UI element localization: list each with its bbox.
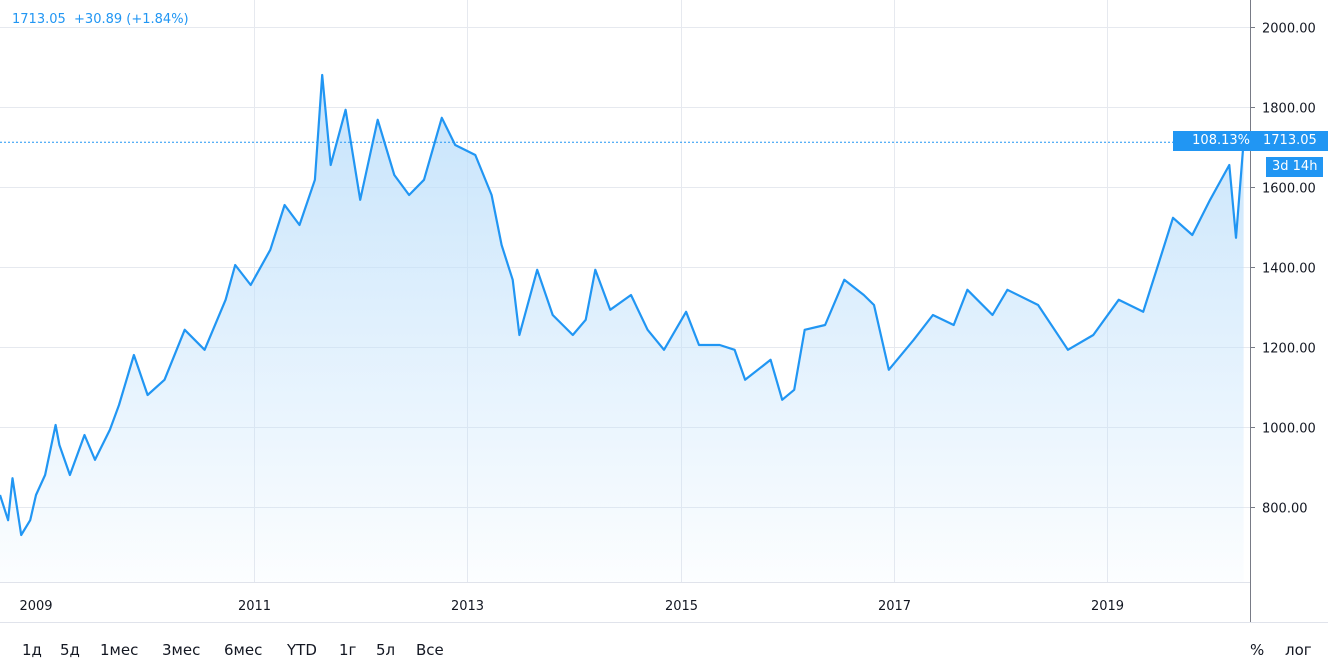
price-chart[interactable]: 800.00 1000.00 1200.00 1400.00 1600.00 1800.0… bbox=[0, 0, 1328, 622]
price-tag-value: 1713.05 bbox=[1263, 133, 1317, 148]
time-axis[interactable]: 2009 2011 2013 2015 2017 2019 bbox=[19, 599, 1124, 614]
range-6m[interactable]: 6мес bbox=[224, 641, 263, 659]
y-tick-label: 1000.00 bbox=[1262, 422, 1316, 437]
range-1d[interactable]: 1д bbox=[22, 641, 42, 659]
range-all[interactable]: Все bbox=[416, 641, 444, 659]
price-line bbox=[0, 73, 1245, 537]
range-5y[interactable]: 5л bbox=[376, 641, 396, 659]
countdown-tag: 3d 14h bbox=[1266, 157, 1324, 177]
range-1m[interactable]: 1мес bbox=[100, 641, 139, 659]
x-tick-label: 2017 bbox=[878, 599, 911, 614]
y-tick-label: 1200.00 bbox=[1262, 342, 1316, 357]
legend: 1713.05 +30.89 (+1.84%) bbox=[12, 12, 189, 27]
x-tick-label: 2011 bbox=[238, 599, 271, 614]
range-5d[interactable]: 5д bbox=[60, 641, 80, 659]
x-tick-label: 2015 bbox=[665, 599, 698, 614]
y-tick-label: 2000.00 bbox=[1262, 22, 1316, 37]
range-1y[interactable]: 1г bbox=[339, 641, 357, 659]
percent-toggle[interactable]: % bbox=[1250, 641, 1265, 659]
legend-change: +30.89 bbox=[74, 12, 123, 27]
y-tick-label: 1600.00 bbox=[1262, 182, 1316, 197]
y-tick-label: 1800.00 bbox=[1262, 102, 1316, 117]
x-tick-label: 2013 bbox=[451, 599, 484, 614]
range-3m[interactable]: 3мес bbox=[162, 641, 201, 659]
price-axis[interactable]: 800.00 1000.00 1200.00 1400.00 1600.00 1800.0… bbox=[1250, 22, 1316, 517]
area-fill bbox=[0, 75, 1244, 582]
y-tick-label: 1400.00 bbox=[1262, 262, 1316, 277]
x-tick-label: 2009 bbox=[19, 599, 52, 614]
range-toolbar: 1д 5д 1мес 3мес 6мес YTD 1г 5л Все % лог bbox=[0, 622, 1328, 667]
legend-price: 1713.05 bbox=[12, 12, 66, 27]
x-tick-label: 2019 bbox=[1091, 599, 1124, 614]
range-ytd[interactable]: YTD bbox=[287, 641, 317, 659]
percent-tag: 108.13% bbox=[1173, 131, 1253, 151]
log-toggle[interactable]: лог bbox=[1285, 641, 1312, 659]
y-tick-label: 800.00 bbox=[1262, 502, 1308, 517]
price-tag: 1713.05 bbox=[1251, 131, 1328, 151]
legend-change-pct: (+1.84%) bbox=[126, 12, 189, 27]
